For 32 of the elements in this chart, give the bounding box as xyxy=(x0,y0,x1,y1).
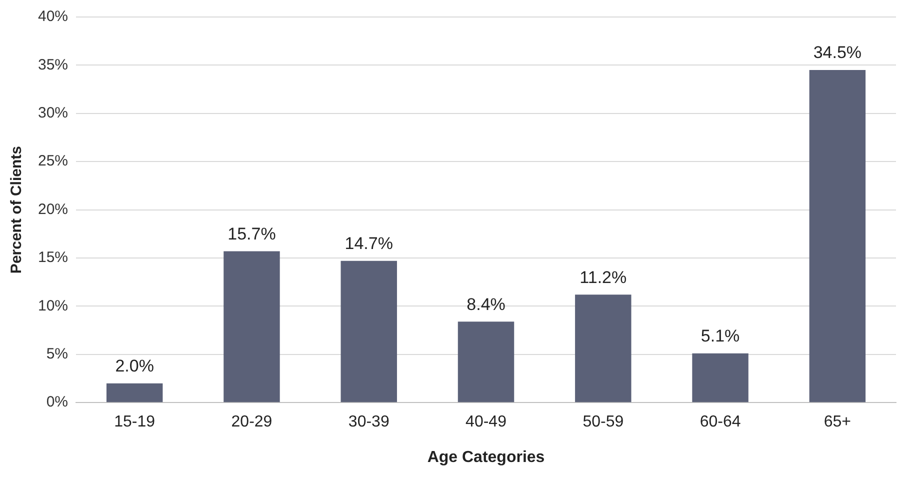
x-tick-label: 65+ xyxy=(824,414,851,431)
data-label: 11.2% xyxy=(580,268,627,287)
bar xyxy=(106,383,163,402)
data-label: 8.4% xyxy=(466,294,506,314)
bar xyxy=(692,353,748,402)
y-tick-label: 20% xyxy=(38,200,68,218)
y-tick-label: 5% xyxy=(46,346,68,363)
data-label: 34.5% xyxy=(813,43,862,62)
data-label: 5.1% xyxy=(700,326,740,346)
y-tick-label: 25% xyxy=(38,152,68,170)
y-tick-label: 15% xyxy=(38,249,68,266)
y-tick-label: 0% xyxy=(46,394,68,411)
data-label: 14.7% xyxy=(344,234,393,254)
x-tick-label: 60-64 xyxy=(700,414,741,431)
bar xyxy=(809,70,866,402)
y-axis-title: Percent of Clients xyxy=(8,146,26,274)
y-tick-label: 10% xyxy=(38,297,68,314)
bar xyxy=(458,322,514,402)
x-tick-label: 20-29 xyxy=(231,414,272,431)
bar xyxy=(575,294,632,402)
y-tick-label: 40% xyxy=(38,8,68,26)
y-tick-label: 35% xyxy=(38,56,68,74)
x-tick-label: 15-19 xyxy=(114,414,156,431)
y-tick-label: 30% xyxy=(38,104,68,122)
data-label: 2.0% xyxy=(115,356,154,376)
data-label: 15.7% xyxy=(228,224,276,244)
x-tick-label: 50-59 xyxy=(582,414,624,431)
bar xyxy=(340,260,397,402)
x-tick-label: 30-39 xyxy=(348,414,390,431)
x-tick-label: 40-49 xyxy=(466,414,507,431)
x-axis-title: Age Categories xyxy=(427,448,545,466)
bar xyxy=(224,251,280,402)
